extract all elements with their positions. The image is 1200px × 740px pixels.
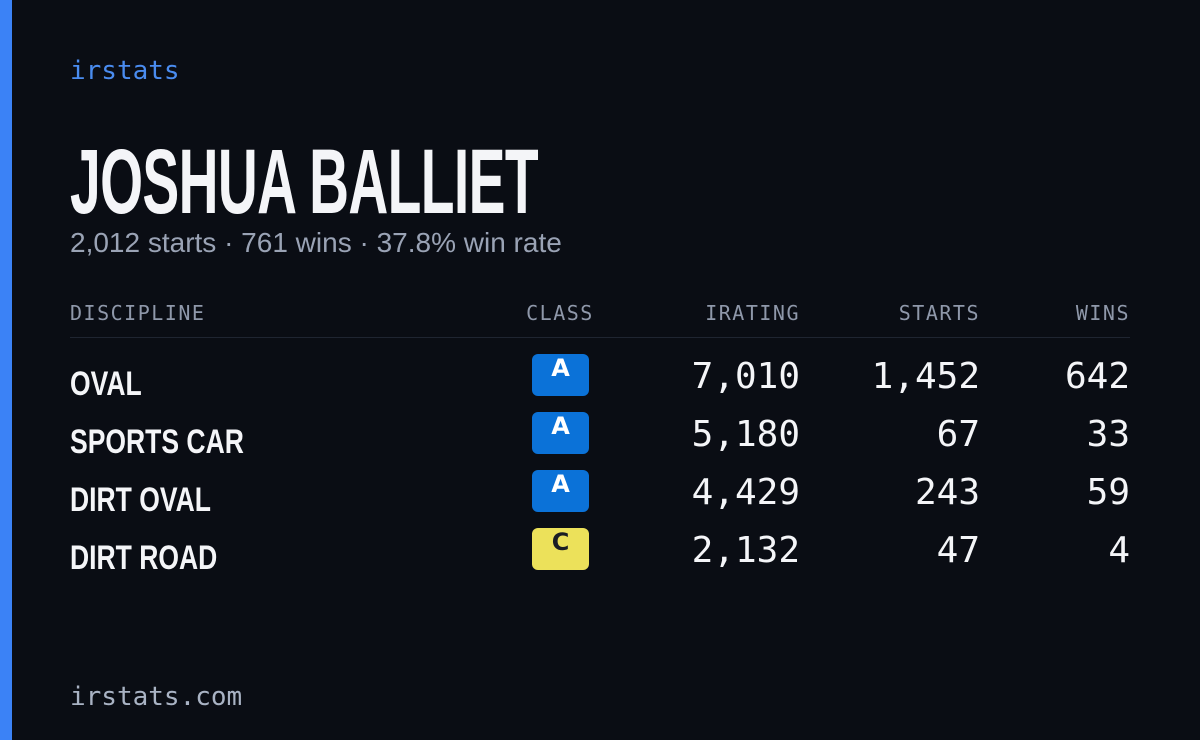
column-header: IRATING	[705, 301, 800, 325]
class-badge: C	[532, 528, 589, 570]
wins: 33	[1086, 414, 1130, 455]
starts: 1,452	[871, 356, 980, 397]
discipline: DIRT ROAD	[70, 539, 218, 577]
column-header: WINS	[1075, 301, 1130, 325]
column-header: STARTS	[898, 301, 980, 325]
footer: irstats.com	[70, 682, 243, 712]
column-header: DISCIPLINE	[70, 301, 206, 325]
irating: 2,132	[691, 530, 800, 571]
driver-summary: 2,012 starts · 761 wins · 37.8% win rate	[70, 227, 562, 258]
wins: 4	[1108, 530, 1130, 571]
column-header: CLASS	[526, 301, 594, 325]
class-badge: A	[532, 354, 589, 396]
brand: irstats	[70, 56, 180, 86]
irating: 7,010	[691, 356, 800, 397]
class-badge: A	[532, 412, 589, 454]
starts: 67	[936, 414, 980, 455]
class-badge: A	[532, 470, 589, 512]
irating: 4,429	[691, 472, 800, 513]
driver-name: JOSHUA BALLIET	[70, 131, 539, 233]
discipline: SPORTS CAR	[70, 423, 244, 461]
header-rule	[70, 337, 1130, 338]
wins: 59	[1086, 472, 1130, 513]
accent-stripe	[0, 0, 12, 740]
discipline: DIRT OVAL	[70, 481, 211, 519]
starts: 47	[936, 530, 980, 571]
wins: 642	[1064, 356, 1130, 397]
starts: 243	[914, 472, 980, 513]
irating: 5,180	[691, 414, 800, 455]
discipline: OVAL	[70, 365, 142, 403]
